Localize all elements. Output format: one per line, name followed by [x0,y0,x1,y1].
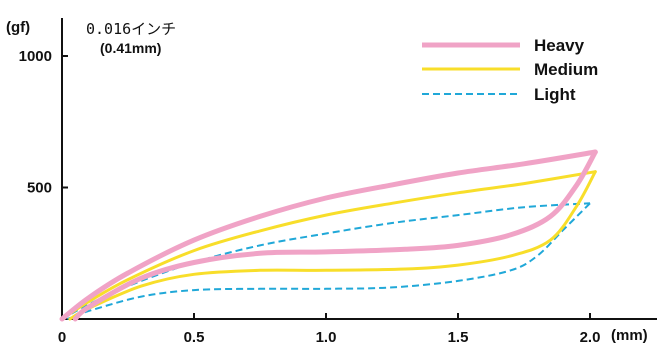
legend-label-heavy: Heavy [534,36,585,55]
annotation-mm: (0.41mm) [100,40,161,56]
series-heavy-press-line [59,149,598,322]
x-tick-label: 0 [58,329,66,346]
series-light-press-line [61,202,591,320]
y-tick-label: 1000 [19,48,52,65]
y-tick-label: 500 [27,180,52,197]
legend-label-light: Light [534,85,576,104]
series-layer [59,149,598,322]
series-medium-press-line [60,170,597,321]
x-tick-label: 1.5 [448,329,469,346]
x-unit-label: (mm) [611,327,648,344]
x-tick-label: 0.5 [184,329,205,346]
series-light-release-line [66,202,591,320]
series-heavy-release-line [72,149,598,322]
x-tick-label: 1.0 [316,329,337,346]
legend-label-medium: Medium [534,60,598,79]
legend: Heavy Medium Light [422,36,598,104]
series-medium-release-line [68,170,597,321]
y-unit-label: (gf) [6,19,30,36]
axes [61,18,657,320]
annotation-inch: 0.016インチ [86,20,176,38]
x-tick-label: 2.0 [580,329,601,346]
ticks: 0 0.5 1.0 1.5 2.0 500 1000 [19,48,601,346]
